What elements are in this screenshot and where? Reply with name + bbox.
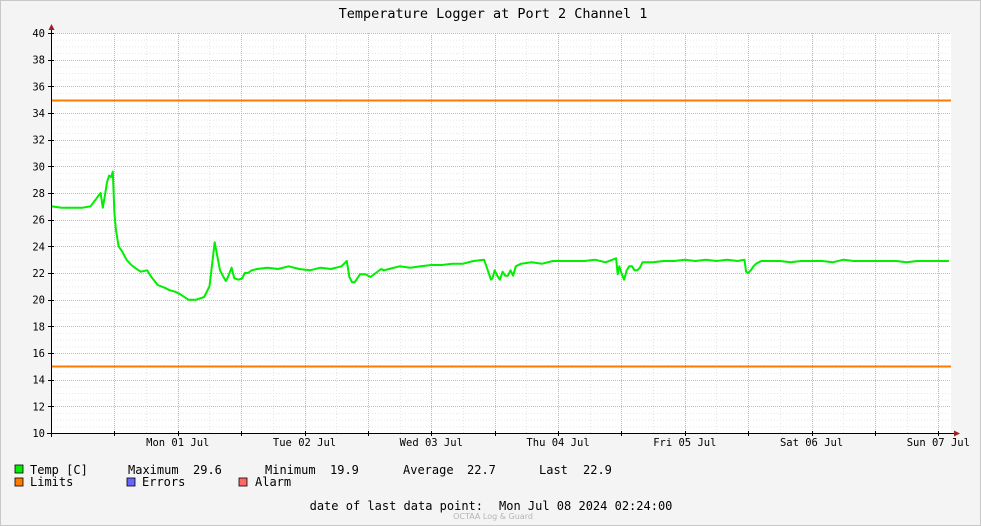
minor-grid	[51, 33, 951, 433]
errors-legend-swatch	[126, 477, 136, 487]
y-tick-label: 24	[32, 241, 45, 253]
axes	[47, 24, 960, 437]
alarm-legend-swatch	[238, 477, 248, 487]
x-tick-label: Tue 02 Jul	[273, 437, 336, 449]
min-value: 19.9	[330, 463, 359, 477]
avg-value: 22.7	[467, 463, 496, 477]
temp-legend-label: Temp [C]	[30, 463, 88, 477]
y-tick-labels: 10 12 14 16 18 20 22 24 26 28 30 32 34 36 38 40	[32, 28, 45, 440]
y-axis-arrow	[48, 24, 55, 30]
max-value: 29.6	[193, 463, 222, 477]
y-tick-label: 32	[32, 135, 45, 147]
y-tick-label: 28	[32, 188, 45, 200]
y-tick-label: 16	[32, 348, 45, 360]
x-tick-label: Sat 06 Jul	[780, 437, 843, 449]
limit-lines	[51, 99, 951, 368]
y-tick-label: 38	[32, 55, 45, 67]
temp-legend-swatch	[14, 464, 24, 474]
y-tick-label: 22	[32, 268, 45, 280]
y-tick-label: 14	[32, 375, 45, 387]
last-data-point-label: date of last data point:	[310, 499, 483, 513]
y-tick-label: 20	[32, 295, 45, 307]
min-label: Minimum	[265, 463, 316, 477]
y-tick-label: 40	[32, 28, 45, 40]
y-tick-label: 10	[32, 428, 45, 440]
y-tick-label: 26	[32, 215, 45, 227]
last-data-point-value: Mon Jul 08 2024 02:24:00	[499, 499, 672, 513]
y-tick-label: 36	[32, 81, 45, 93]
x-tick-label: Mon 01 Jul	[146, 437, 209, 449]
max-label: Maximum	[128, 463, 179, 477]
y-tick-label: 18	[32, 321, 45, 333]
watermark: OCTAA Log & Guard	[453, 512, 533, 521]
x-tick-label: Wed 03 Jul	[400, 437, 463, 449]
x-tick-labels: Mon 01 Jul Tue 02 Jul Wed 03 Jul Thu 04 Jul…	[146, 437, 970, 449]
alarm-legend-label: Alarm	[255, 475, 291, 489]
y-tick-label: 34	[32, 108, 45, 120]
x-tick-label: Thu 04 Jul	[526, 437, 589, 449]
y-tick-label: 30	[32, 161, 45, 173]
temp-series-line	[50, 170, 949, 301]
limits-legend-label: Limits	[30, 475, 73, 489]
x-tick-label: Sun 07 Jul	[907, 437, 970, 449]
last-value: 22.9	[583, 463, 612, 477]
x-tick-label: Fri 05 Jul	[653, 437, 716, 449]
errors-legend-label: Errors	[142, 475, 185, 489]
limits-legend-swatch	[14, 477, 24, 487]
series-layer	[50, 170, 949, 301]
x-axis-arrow	[954, 430, 960, 437]
chart-title: Temperature Logger at Port 2 Channel 1	[339, 6, 648, 22]
y-tick-label: 12	[32, 401, 45, 413]
avg-label: Average	[403, 463, 454, 477]
last-label: Last	[539, 463, 568, 477]
